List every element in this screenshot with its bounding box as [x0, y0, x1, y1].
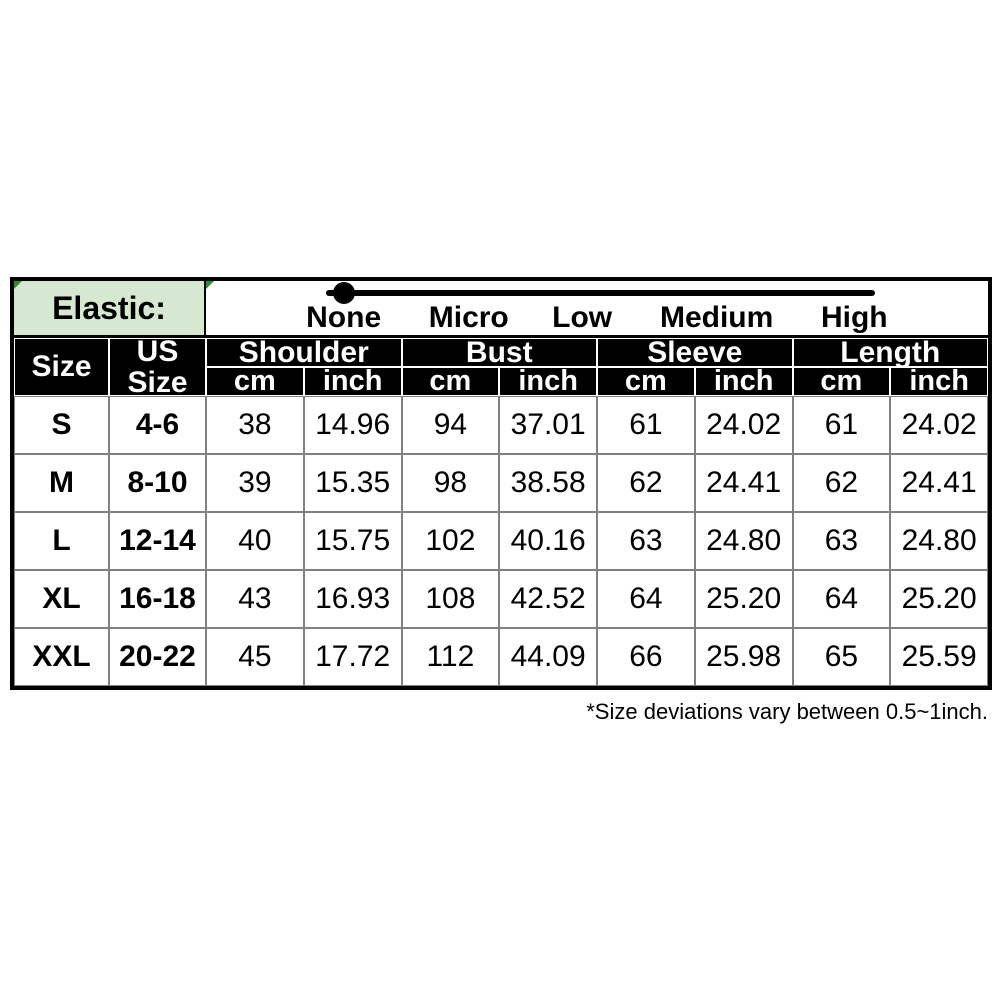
unit-header: inch — [890, 365, 988, 397]
cell-corner-marker-icon — [14, 281, 22, 289]
table-cell: 40.16 — [499, 512, 597, 570]
table-cell: 61 — [792, 396, 891, 454]
column-header-sleeve: Sleeve — [597, 336, 793, 369]
table-cell-size: XL — [14, 570, 109, 628]
table-cell: 94 — [401, 396, 500, 454]
elastic-level-low: Low — [552, 301, 613, 334]
column-header-bust: Bust — [401, 336, 597, 369]
column-header-size: Size — [14, 338, 109, 396]
table-cell-size: L — [14, 512, 109, 570]
table-cell: 24.80 — [694, 512, 793, 570]
table-cell-us-size: 8-10 — [109, 454, 206, 512]
table-cell: 64 — [792, 570, 891, 628]
table-cell: 102 — [401, 512, 500, 570]
unit-header: inch — [303, 365, 402, 397]
table-cell-us-size: 12-14 — [109, 512, 206, 570]
table-cell: 24.02 — [890, 396, 988, 454]
table-cell: 40 — [206, 512, 304, 570]
table-cell: 108 — [401, 570, 500, 628]
unit-header: cm — [206, 365, 304, 397]
elastic-level-high: High — [820, 301, 888, 334]
unit-header: cm — [597, 365, 695, 397]
size-chart-table: Elastic: None Micro Low Medium High Size… — [10, 277, 992, 690]
elastic-label-cell: Elastic: — [14, 281, 206, 338]
table-cell: 25.20 — [890, 570, 988, 628]
table-cell: 65 — [792, 628, 891, 686]
table-cell-us-size: 20-22 — [109, 628, 206, 686]
table-cell: 25.59 — [890, 628, 988, 686]
elastic-slider-thumb — [333, 282, 356, 304]
cell-corner-marker-icon — [206, 281, 214, 289]
size-deviation-note: *Size deviations vary between 0.5~1inch. — [586, 699, 988, 724]
table-cell: 38.58 — [499, 454, 597, 512]
table-cell: 25.98 — [694, 628, 793, 686]
table-cell-us-size: 4-6 — [109, 396, 206, 454]
column-header-us-size: US Size — [109, 335, 206, 398]
table-cell: 24.02 — [694, 396, 793, 454]
table-cell: 64 — [597, 570, 695, 628]
table-cell: 43 — [206, 570, 304, 628]
table-cell: 16.93 — [303, 570, 402, 628]
column-header-length: Length — [792, 336, 988, 369]
table-cell: 63 — [792, 512, 891, 570]
table-cell-size: S — [14, 396, 109, 454]
table-cell: 24.80 — [890, 512, 988, 570]
elastic-level-medium: Medium — [659, 301, 774, 334]
table-cell: 62 — [792, 454, 891, 512]
table-cell: 66 — [597, 628, 695, 686]
column-header-shoulder: Shoulder — [206, 336, 402, 369]
table-cell: 112 — [401, 628, 500, 686]
table-cell-size: XXL — [14, 628, 109, 686]
unit-header: cm — [401, 365, 500, 397]
table-cell: 14.96 — [303, 396, 402, 454]
elastic-scale: None Micro Low Medium High — [206, 281, 988, 338]
table-cell-us-size: 16-18 — [109, 570, 206, 628]
unit-header: inch — [499, 365, 597, 397]
table-cell-size: M — [14, 454, 109, 512]
table-cell: 44.09 — [499, 628, 597, 686]
table-cell: 24.41 — [890, 454, 988, 512]
table-cell: 15.35 — [303, 454, 402, 512]
table-cell: 17.72 — [303, 628, 402, 686]
table-cell: 63 — [597, 512, 695, 570]
table-cell: 24.41 — [694, 454, 793, 512]
unit-header: cm — [792, 365, 891, 397]
table-cell: 42.52 — [499, 570, 597, 628]
elastic-slider-track — [325, 290, 875, 296]
table-cell: 38 — [206, 396, 304, 454]
table-cell: 62 — [597, 454, 695, 512]
table-cell: 39 — [206, 454, 304, 512]
table-cell: 25.20 — [694, 570, 793, 628]
table-cell: 61 — [597, 396, 695, 454]
table-cell: 45 — [206, 628, 304, 686]
table-cell: 15.75 — [303, 512, 402, 570]
elastic-label: Elastic: — [52, 289, 166, 326]
table-cell: 98 — [401, 454, 500, 512]
table-cell: 37.01 — [499, 396, 597, 454]
unit-header: inch — [694, 365, 793, 397]
elastic-level-micro: Micro — [428, 301, 509, 334]
elastic-level-none: None — [306, 301, 382, 334]
